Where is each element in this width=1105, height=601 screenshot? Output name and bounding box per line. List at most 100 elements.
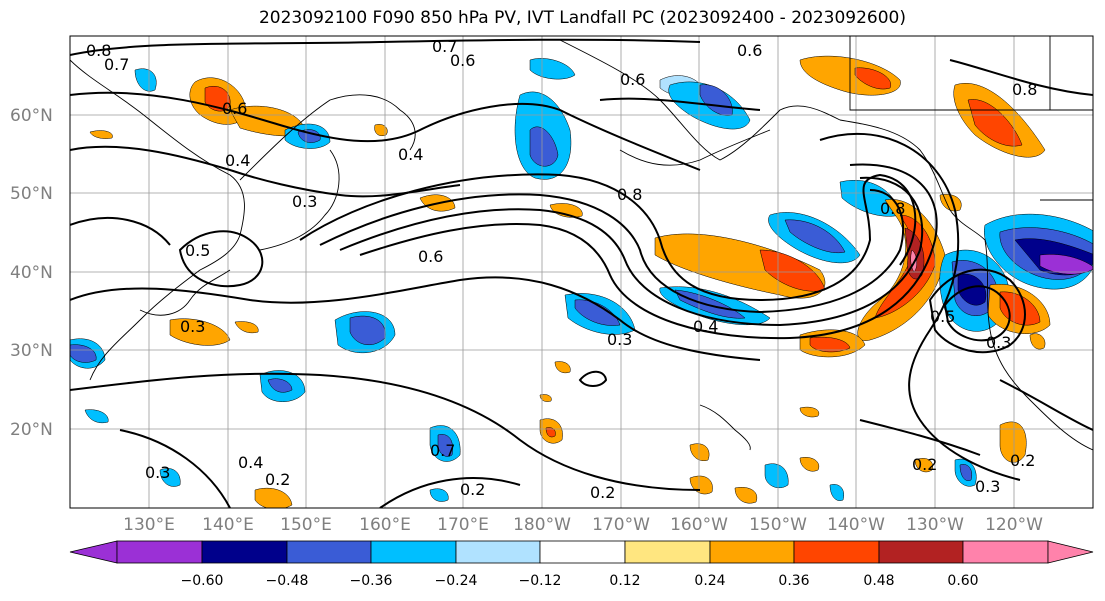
contour-label: 0.5 [930,307,955,326]
contour-label: 0.3 [607,330,632,349]
contour-label: 0.6 [222,99,247,118]
colorbar-segment [878,540,964,564]
coastlines [70,36,1093,451]
colorbar-segment [116,540,203,564]
contour-label: 0.2 [1010,451,1035,470]
colorbar-segment [962,540,1049,564]
contour-labels: 0.8 0.7 0.6 0.7 0.6 0.6 0.4 0.3 0.4 0.5 … [86,37,1037,502]
contour-label: 0.4 [225,151,250,170]
colorbar-segment [624,540,711,564]
contour-label: 0.7 [432,37,457,56]
coastline [984,239,1093,451]
colorbar-segment [286,540,372,564]
contour-line [359,163,938,340]
contour-label: 0.3 [145,463,170,482]
pv-blob [267,378,293,393]
contour-line [943,285,1011,342]
contour-label: 0.5 [185,241,210,260]
colorbar-segment [201,540,288,564]
pv-blob [764,463,789,489]
lat-label: 20°N [10,420,53,440]
pv-blob [854,67,891,90]
contour-line [70,276,761,361]
lon-label: 150°W [749,515,807,535]
lon-label: 140°W [827,515,885,535]
contour-label: 0.2 [265,470,290,489]
pv-blob [734,487,758,504]
colorbar-tick-label: 0.48 [863,573,895,589]
contour-line [599,97,761,111]
pv-blob [545,427,556,438]
pv-blob [799,406,820,418]
pv-blob [159,468,181,487]
pv-blob [939,194,962,212]
pv-blob [539,394,552,402]
contour-label: 0.4 [238,453,263,472]
contour-label: 0.4 [398,145,423,164]
contour-label: 0.8 [1012,80,1037,99]
contour-line [379,477,521,508]
lon-label: 160°E [359,515,411,535]
contour-line [319,189,905,314]
colorbar-tick-label: −0.24 [434,573,478,589]
contour-line [928,268,1026,354]
contour-label: 0.3 [975,477,1000,496]
lon-label: 120°W [985,515,1043,535]
lon-label: 130°W [906,515,964,535]
contour-label: 0.3 [292,192,317,211]
contour-label: 0.6 [418,247,443,266]
colorbar-segment [370,540,457,564]
contour-label: 0.6 [737,41,762,60]
contour-label: 0.8 [86,41,111,60]
pv-blob [89,130,113,139]
map-panel [70,36,1093,508]
coastline [70,59,245,381]
colorbar-tick-label: −0.48 [265,573,309,589]
pv-blob [529,126,559,167]
coastline [559,39,841,161]
pv-blob [967,99,1023,147]
contour-label: 0.2 [460,480,485,499]
pv-blob [529,58,576,80]
pv-blob [1039,254,1093,275]
pv-blob [204,86,231,112]
contour-line [70,145,461,198]
map-title: 2023092100 F090 850 hPa PV, IVT Landfall… [258,8,906,28]
lon-label: 180°W [513,515,571,535]
pv-shading [70,55,1093,508]
pv-blob [914,458,933,473]
pv-blob [134,68,157,92]
coastline [619,129,771,166]
lon-label: 140°E [202,515,254,535]
pv-blob [1029,333,1046,350]
pv-blob [169,318,231,346]
pv-blob [674,289,746,319]
pv-blob [554,361,571,374]
colorbar-segment [455,540,541,564]
colorbar-segment [709,540,795,564]
pv-blob [829,484,844,501]
contour-line [70,91,701,171]
colorbar [69,540,1094,564]
lon-label: 150°E [280,515,332,535]
pv-blob [999,421,1027,463]
contour-line [178,230,264,288]
colorbar-tick-label: −0.60 [180,573,224,589]
pv-blob [234,321,259,334]
colorbar-tick-label: 0.36 [778,573,810,589]
colorbar-tick-label: 0.12 [609,573,641,589]
colorbar-tick-label: 0.60 [947,573,979,589]
coastline [839,119,986,241]
contour-label: 0.3 [180,317,205,336]
pv-blob [437,434,453,457]
map-border [69,35,1094,509]
pv-blob [957,273,987,306]
contour-label: 0.4 [693,317,718,336]
coastline [699,404,751,451]
pv-blob [429,488,449,502]
pv-blob [959,464,972,481]
pv-blob [689,475,713,495]
contour-label: 0.8 [880,199,905,218]
pv-blob [254,487,293,508]
